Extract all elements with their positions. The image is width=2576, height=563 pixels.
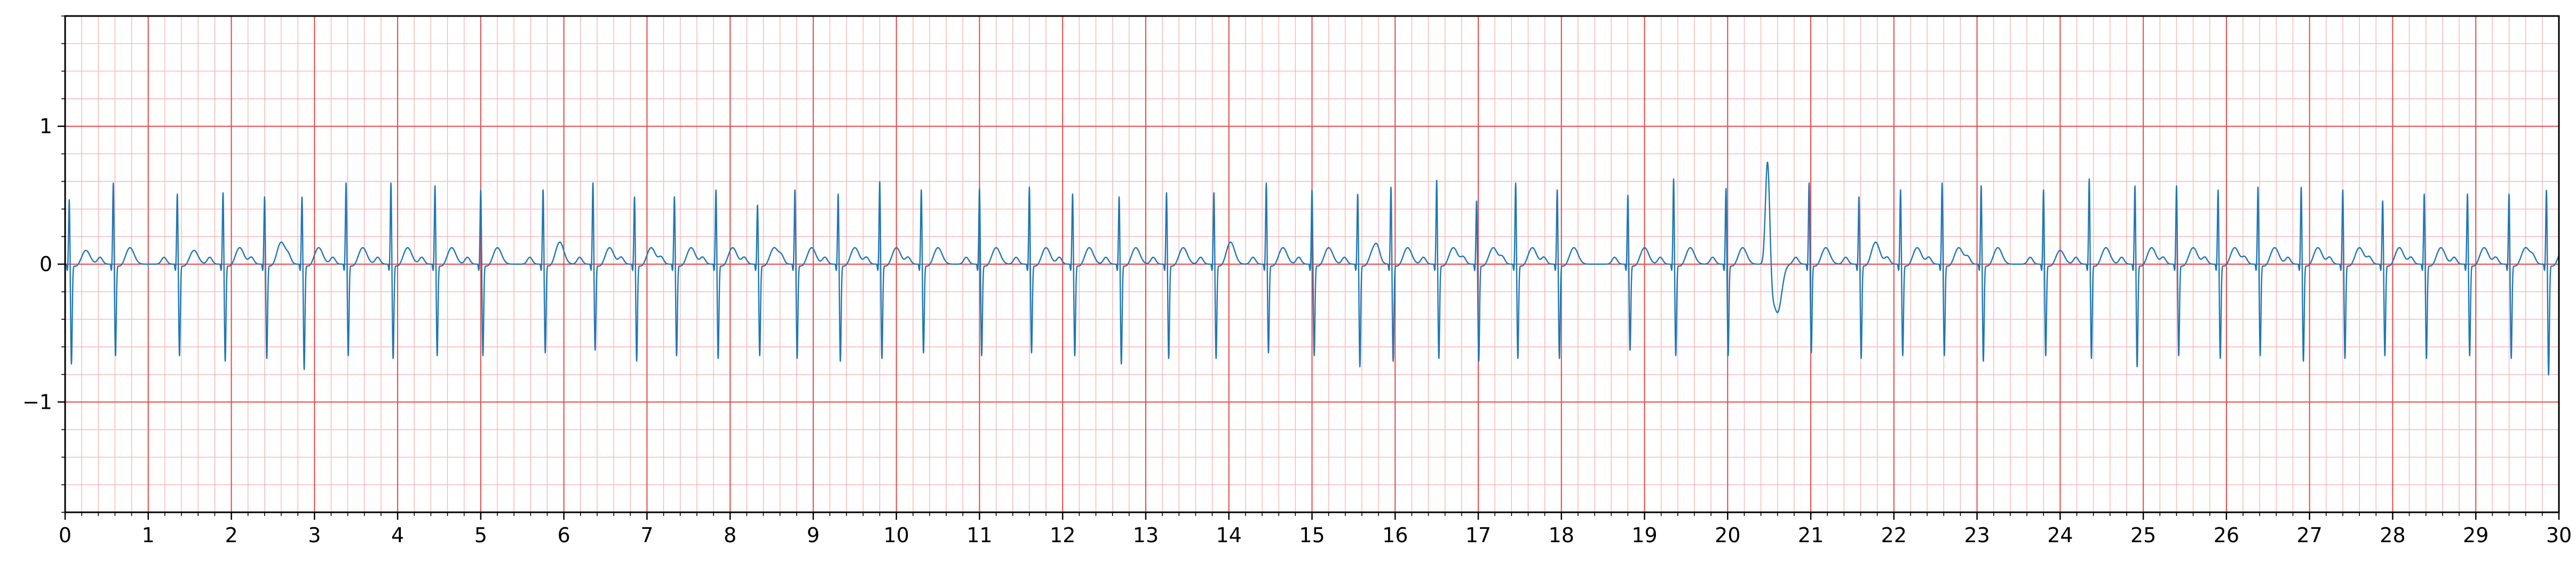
x-axis: 0 1 2 3 4 5 6 7 8 9 10 11 12 13 14 15 16 17 18 19 20 21 22 23 24…: [59, 512, 2572, 547]
x-tick-label: 20: [1715, 524, 1740, 547]
x-tick-label: 16: [1382, 524, 1408, 547]
x-tick-label: 1: [142, 524, 155, 547]
x-tick-label: 17: [1465, 524, 1491, 547]
x-tick-label: 6: [558, 524, 570, 547]
x-tick-label: 24: [2047, 524, 2073, 547]
x-tick-label: 3: [308, 524, 321, 547]
x-tick-label: 7: [640, 524, 653, 547]
x-tick-label: 0: [59, 524, 72, 547]
x-tick-label: 9: [807, 524, 820, 547]
x-tick-label: 10: [883, 524, 909, 547]
x-tick-label: 14: [1216, 524, 1242, 547]
x-tick-label: 22: [1881, 524, 1907, 547]
x-tick-label: 18: [1549, 524, 1574, 547]
x-tick-label: 25: [2130, 524, 2156, 547]
x-tick-label: 30: [2546, 524, 2572, 547]
x-tick-label: 26: [2214, 524, 2239, 547]
x-tick-label: 8: [724, 524, 736, 547]
x-tick-label: 12: [1050, 524, 1075, 547]
ecg-trace-layer: [65, 161, 2560, 376]
y-tick-label: 1: [39, 115, 52, 138]
ecg-trace-line: [65, 161, 2560, 376]
x-tick-label: 15: [1299, 524, 1325, 547]
x-tick-label: 19: [1631, 524, 1657, 547]
x-tick-label: 2: [225, 524, 237, 547]
y-tick-label: −1: [22, 390, 52, 414]
x-tick-label: 23: [1964, 524, 1990, 547]
x-tick-label: 21: [1798, 524, 1824, 547]
x-tick-label: 29: [2463, 524, 2488, 547]
x-tick-label: 13: [1133, 524, 1159, 547]
y-axis: 1 0 −1: [22, 15, 65, 513]
x-tick-label: 28: [2380, 524, 2405, 547]
x-tick-label: 5: [474, 524, 487, 547]
x-tick-label: 11: [966, 524, 992, 547]
x-tick-label: 4: [391, 524, 404, 547]
y-tick-label: 0: [39, 252, 52, 276]
x-tick-label: 27: [2297, 524, 2323, 547]
